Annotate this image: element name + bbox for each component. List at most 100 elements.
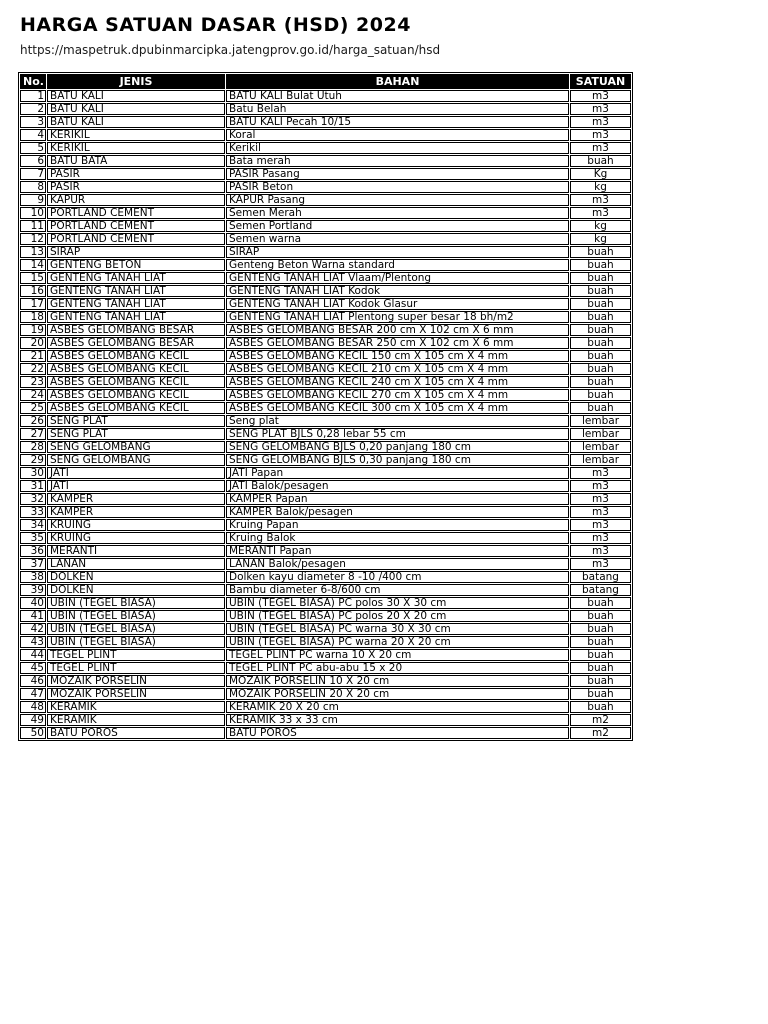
jenis-cell: KERIKIL: [47, 142, 225, 154]
jenis-cell: JATI: [47, 467, 225, 479]
satuan-cell: lembar: [570, 441, 631, 453]
row-number-cell: 6: [20, 155, 46, 167]
table-row: 12 PORTLAND CEMENT Semen warna kg: [20, 233, 631, 245]
jenis-cell: ASBES GELOMBANG KECIL: [47, 376, 225, 388]
table-row: 19 ASBES GELOMBANG BESAR ASBES GELOMBANG B…: [20, 324, 631, 336]
row-number-cell: 39: [20, 584, 46, 596]
row-number-cell: 2: [20, 103, 46, 115]
table-row: 13 SIRAP SIRAP buah: [20, 246, 631, 258]
source-url: https://maspetruk.dpubinmarcipka.jatengp…: [20, 43, 441, 57]
bahan-cell: Seng plat: [226, 415, 569, 427]
satuan-cell: m3: [570, 558, 631, 570]
jenis-cell: SENG PLAT: [47, 415, 225, 427]
row-number-cell: 43: [20, 636, 46, 648]
table-row: 39 DOLKEN Bambu diameter 6-8/600 cm batang: [20, 584, 631, 596]
table-row: 6 BATU BATA Bata merah buah: [20, 155, 631, 167]
satuan-cell: m3: [570, 506, 631, 518]
bahan-cell: UBIN (TEGEL BIASA) PC polos 20 X 20 cm: [226, 610, 569, 622]
jenis-cell: SIRAP: [47, 246, 225, 258]
column-header-bahan: BAHAN: [226, 74, 569, 89]
row-number-cell: 40: [20, 597, 46, 609]
table-row: 21 ASBES GELOMBANG KECIL ASBES GELOMBANG K…: [20, 350, 631, 362]
bahan-cell: ASBES GELOMBANG BESAR 200 cm X 102 cm X …: [226, 324, 569, 336]
table-row: 28 SENG GELOMBANG SENG GELOMBANG BJLS 0,20…: [20, 441, 631, 453]
jenis-cell: GENTENG BETON: [47, 259, 225, 271]
table-row: 41 UBIN (TEGEL BIASA) UBIN (TEGEL BIASA) P…: [20, 610, 631, 622]
bahan-cell: Kerikil: [226, 142, 569, 154]
row-number-cell: 22: [20, 363, 46, 375]
satuan-cell: buah: [570, 623, 631, 635]
row-number-cell: 33: [20, 506, 46, 518]
table-row: 16 GENTENG TANAH LIAT GENTENG TANAH LIAT K…: [20, 285, 631, 297]
row-number-cell: 17: [20, 298, 46, 310]
jenis-cell: KAPUR: [47, 194, 225, 206]
column-header-satuan: SATUAN: [570, 74, 631, 89]
bahan-cell: PASIR Pasang: [226, 168, 569, 180]
bahan-cell: LANAN Balok/pesagen: [226, 558, 569, 570]
row-number-cell: 15: [20, 272, 46, 284]
row-number-cell: 21: [20, 350, 46, 362]
jenis-cell: KERAMIK: [47, 701, 225, 713]
jenis-cell: UBIN (TEGEL BIASA): [47, 610, 225, 622]
bahan-cell: KERAMIK 33 x 33 cm: [226, 714, 569, 726]
header-row: No. JENIS BAHAN SATUAN: [20, 74, 631, 89]
row-number-cell: 5: [20, 142, 46, 154]
row-number-cell: 13: [20, 246, 46, 258]
satuan-cell: buah: [570, 324, 631, 336]
table-row: 20 ASBES GELOMBANG BESAR ASBES GELOMBANG B…: [20, 337, 631, 349]
satuan-cell: buah: [570, 675, 631, 687]
jenis-cell: DOLKEN: [47, 584, 225, 596]
bahan-cell: Bambu diameter 6-8/600 cm: [226, 584, 569, 596]
jenis-cell: PORTLAND CEMENT: [47, 220, 225, 232]
bahan-cell: ASBES GELOMBANG KECIL 240 cm X 105 cm X …: [226, 376, 569, 388]
bahan-cell: ASBES GELOMBANG KECIL 300 cm X 105 cm X …: [226, 402, 569, 414]
satuan-cell: buah: [570, 402, 631, 414]
table-row: 33 KAMPER KAMPER Balok/pesagen m3: [20, 506, 631, 518]
satuan-cell: buah: [570, 350, 631, 362]
row-number-cell: 11: [20, 220, 46, 232]
table-row: 27 SENG PLAT SENG PLAT BJLS 0,28 lebar 55 …: [20, 428, 631, 440]
row-number-cell: 44: [20, 649, 46, 661]
satuan-cell: lembar: [570, 454, 631, 466]
row-number-cell: 45: [20, 662, 46, 674]
satuan-cell: buah: [570, 259, 631, 271]
bahan-cell: ASBES GELOMBANG KECIL 270 cm X 105 cm X …: [226, 389, 569, 401]
bahan-cell: Batu Belah: [226, 103, 569, 115]
satuan-cell: m3: [570, 545, 631, 557]
table-row: 23 ASBES GELOMBANG KECIL ASBES GELOMBANG K…: [20, 376, 631, 388]
row-number-cell: 32: [20, 493, 46, 505]
row-number-cell: 30: [20, 467, 46, 479]
bahan-cell: MERANTI Papan: [226, 545, 569, 557]
table-row: 11 PORTLAND CEMENT Semen Portland kg: [20, 220, 631, 232]
jenis-cell: BATU KALI: [47, 90, 225, 102]
jenis-cell: BATU POROS: [47, 727, 225, 739]
jenis-cell: UBIN (TEGEL BIASA): [47, 623, 225, 635]
table-row: 49 KERAMIK KERAMIK 33 x 33 cm m2: [20, 714, 631, 726]
satuan-cell: buah: [570, 285, 631, 297]
row-number-cell: 29: [20, 454, 46, 466]
jenis-cell: MERANTI: [47, 545, 225, 557]
row-number-cell: 23: [20, 376, 46, 388]
bahan-cell: SENG GELOMBANG BJLS 0,30 panjang 180 cm: [226, 454, 569, 466]
satuan-cell: kg: [570, 233, 631, 245]
row-number-cell: 35: [20, 532, 46, 544]
jenis-cell: JATI: [47, 480, 225, 492]
row-number-cell: 3: [20, 116, 46, 128]
bahan-cell: SIRAP: [226, 246, 569, 258]
jenis-cell: DOLKEN: [47, 571, 225, 583]
bahan-cell: KERAMIK 20 X 20 cm: [226, 701, 569, 713]
column-header-no: No.: [20, 74, 46, 89]
table-row: 5 KERIKIL Kerikil m3: [20, 142, 631, 154]
row-number-cell: 24: [20, 389, 46, 401]
table-row: 15 GENTENG TANAH LIAT GENTENG TANAH LIAT V…: [20, 272, 631, 284]
satuan-cell: buah: [570, 610, 631, 622]
jenis-cell: ASBES GELOMBANG KECIL: [47, 402, 225, 414]
satuan-cell: m3: [570, 90, 631, 102]
table-row: 24 ASBES GELOMBANG KECIL ASBES GELOMBANG K…: [20, 389, 631, 401]
jenis-cell: BATU KALI: [47, 116, 225, 128]
table-row: 30 JATI JATI Papan m3: [20, 467, 631, 479]
table-row: 9 KAPUR KAPUR Pasang m3: [20, 194, 631, 206]
bahan-cell: TEGEL PLINT PC warna 10 X 20 cm: [226, 649, 569, 661]
satuan-cell: buah: [570, 272, 631, 284]
row-number-cell: 37: [20, 558, 46, 570]
